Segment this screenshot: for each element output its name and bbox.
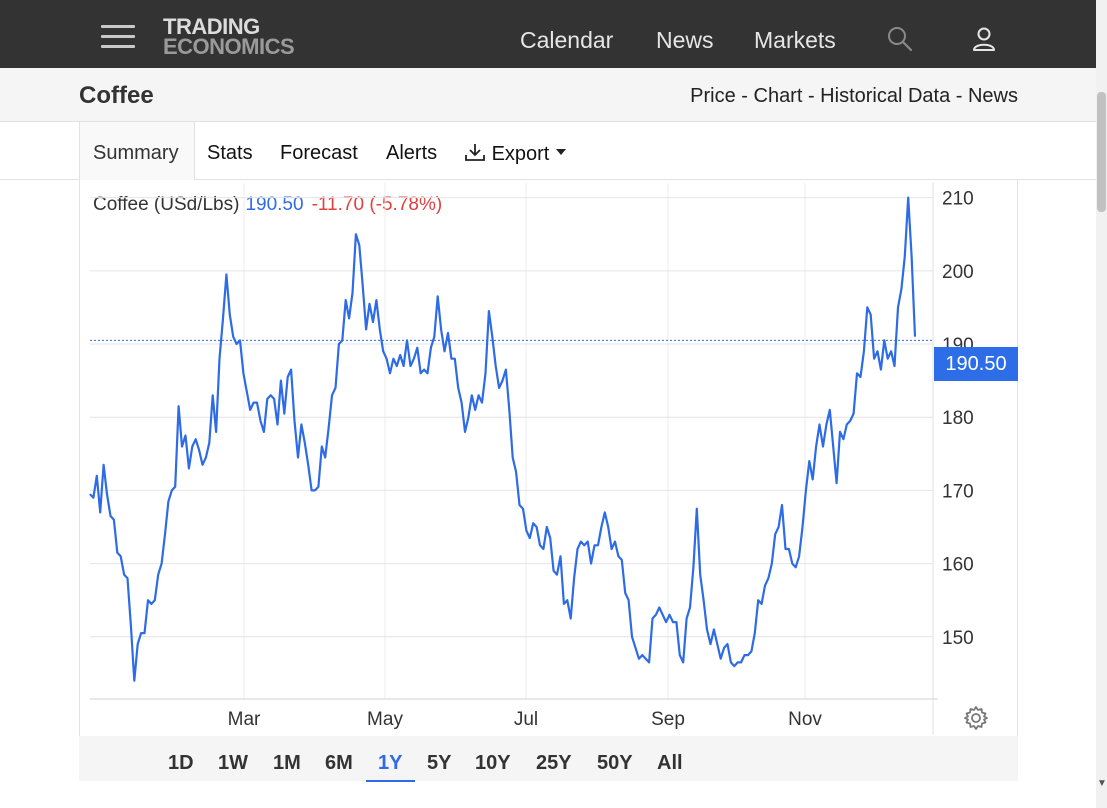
range-button-1d[interactable]: 1D bbox=[168, 752, 194, 774]
range-selector: 1D 1W 1M 6M 1Y 5Y 10Y 25Y 50Y All bbox=[79, 736, 1018, 781]
range-button-1y[interactable]: 1Y bbox=[378, 752, 403, 774]
tab-summary[interactable]: Summary bbox=[79, 122, 195, 180]
nav-news-link[interactable]: News bbox=[656, 27, 714, 53]
sub-navigation-links[interactable]: Price - Chart - Historical Data - News bbox=[690, 85, 1018, 107]
range-button-5y[interactable]: 5Y bbox=[427, 752, 452, 774]
chart-tabs: Summary Stats Forecast Alerts Export bbox=[0, 122, 1096, 180]
legend-last-value: 190.50 bbox=[245, 194, 304, 215]
chart-legend: Coffee (USd/Lbs) 190.50 -11.70 (-5.78%) bbox=[93, 194, 442, 216]
download-icon bbox=[465, 144, 485, 161]
tab-stats[interactable]: Stats bbox=[207, 142, 253, 164]
x-tick-label: Jul bbox=[514, 709, 538, 730]
top-navigation-bar: TRADING ECONOMICS Calendar News Markets bbox=[0, 0, 1096, 68]
range-button-1m[interactable]: 1M bbox=[273, 752, 301, 774]
legend-change: -11.70 (-5.78%) bbox=[311, 194, 443, 215]
active-range-underline bbox=[366, 780, 415, 782]
y-tick-label: 150 bbox=[942, 628, 974, 649]
grid-layer bbox=[90, 183, 933, 699]
legend-series-name: Coffee (USd/Lbs) bbox=[93, 194, 240, 215]
caret-down-icon bbox=[555, 149, 566, 155]
export-dropdown[interactable]: Export bbox=[464, 142, 567, 166]
nav-markets-link[interactable]: Markets bbox=[754, 27, 836, 53]
scrollbar-thumb[interactable] bbox=[1097, 92, 1106, 212]
range-button-6m[interactable]: 6M bbox=[325, 752, 353, 774]
x-tick-label: May bbox=[367, 709, 403, 730]
y-tick-label: 200 bbox=[942, 262, 974, 283]
title-bar: Coffee Price - Chart - Historical Data -… bbox=[0, 68, 1096, 122]
y-tick-label: 160 bbox=[942, 555, 974, 576]
x-tick-label: Nov bbox=[788, 709, 822, 730]
export-label: Export bbox=[491, 143, 550, 165]
tab-alerts[interactable]: Alerts bbox=[386, 142, 438, 164]
range-button-50y[interactable]: 50Y bbox=[597, 752, 633, 774]
range-button-25y[interactable]: 25Y bbox=[536, 752, 572, 774]
logo-line-1: TRADING bbox=[163, 14, 260, 39]
trading-economics-logo[interactable]: TRADING ECONOMICS bbox=[163, 14, 295, 59]
logo-line-2: ECONOMICS bbox=[163, 34, 295, 59]
user-icon[interactable] bbox=[970, 25, 998, 53]
search-icon[interactable] bbox=[886, 25, 914, 53]
page-scrollbar[interactable] bbox=[1096, 0, 1107, 808]
current-price-tag: 190.50 bbox=[934, 347, 1018, 381]
scroll-down-arrow-icon[interactable]: ▼ bbox=[1097, 778, 1107, 789]
range-button-10y[interactable]: 10Y bbox=[475, 752, 511, 774]
coffee-price-line[interactable] bbox=[89, 196, 917, 682]
nav-calendar-link[interactable]: Calendar bbox=[520, 27, 614, 53]
tab-summary-label: Summary bbox=[93, 142, 179, 164]
x-tick-label: Mar bbox=[228, 709, 261, 730]
page-title: Coffee bbox=[79, 82, 154, 109]
y-tick-label: 180 bbox=[942, 408, 974, 429]
menu-icon[interactable] bbox=[101, 25, 135, 49]
gear-icon[interactable] bbox=[963, 705, 989, 731]
x-tick-label: Sep bbox=[651, 709, 685, 730]
y-tick-label: 170 bbox=[942, 481, 974, 502]
series-layer bbox=[89, 196, 933, 682]
range-button-all[interactable]: All bbox=[657, 752, 683, 774]
tab-forecast[interactable]: Forecast bbox=[280, 142, 358, 164]
y-tick-label: 210 bbox=[942, 189, 974, 210]
range-button-1w[interactable]: 1W bbox=[218, 752, 248, 774]
